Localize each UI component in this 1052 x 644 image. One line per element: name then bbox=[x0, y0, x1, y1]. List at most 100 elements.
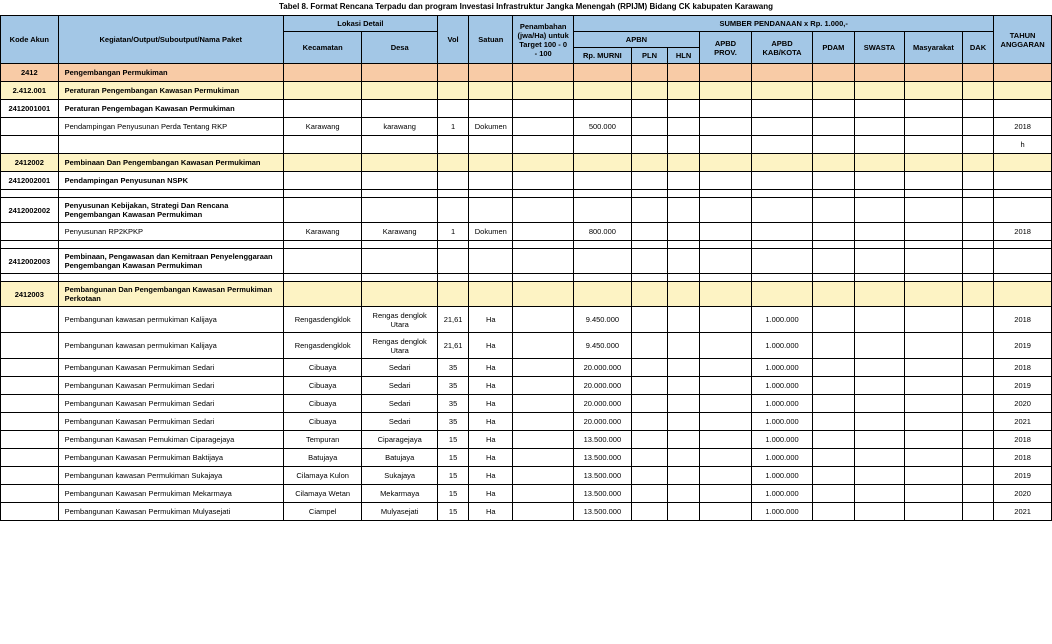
cell-pln bbox=[631, 307, 668, 333]
cell-hln bbox=[668, 223, 699, 241]
cell-vol bbox=[437, 282, 468, 307]
cell-pen bbox=[513, 154, 574, 172]
cell-pdam bbox=[812, 241, 854, 249]
cell-kec: Batujaya bbox=[283, 449, 362, 467]
cell-masy bbox=[905, 136, 963, 154]
cell-kode: 2412 bbox=[1, 64, 59, 82]
cell-pen bbox=[513, 136, 574, 154]
cell-kec bbox=[283, 154, 362, 172]
cell-murni: 13.500.000 bbox=[574, 431, 632, 449]
table-row: 2412003Pembangunan Dan Pengembangan Kawa… bbox=[1, 282, 1052, 307]
cell-prov bbox=[699, 467, 751, 485]
cell-kab bbox=[752, 198, 813, 223]
cell-hln bbox=[668, 249, 699, 274]
cell-murni: 800.000 bbox=[574, 223, 632, 241]
cell-kode bbox=[1, 307, 59, 333]
cell-pln bbox=[631, 198, 668, 223]
cell-pen bbox=[513, 395, 574, 413]
cell-masy bbox=[905, 274, 963, 282]
cell-hln bbox=[668, 282, 699, 307]
hdr-sumber: SUMBER PENDANAAN x Rp. 1.000,- bbox=[574, 16, 994, 32]
cell-tahun: 2020 bbox=[994, 485, 1052, 503]
cell-pen bbox=[513, 249, 574, 274]
cell-dak bbox=[962, 377, 994, 395]
cell-masy bbox=[905, 333, 963, 359]
table-row: Pendampingan Penyusunan Perda Tentang RK… bbox=[1, 118, 1052, 136]
cell-tahun bbox=[994, 249, 1052, 274]
cell-dak bbox=[962, 154, 994, 172]
cell-swa bbox=[854, 118, 904, 136]
cell-vol: 1 bbox=[437, 118, 468, 136]
cell-kec: Karawang bbox=[283, 223, 362, 241]
cell-hln bbox=[668, 485, 699, 503]
cell-pdam bbox=[812, 64, 854, 82]
cell-murni: 20.000.000 bbox=[574, 377, 632, 395]
cell-dak bbox=[962, 249, 994, 274]
cell-sat: Ha bbox=[469, 413, 513, 431]
cell-murni bbox=[574, 241, 632, 249]
cell-pdam bbox=[812, 223, 854, 241]
cell-sat bbox=[469, 154, 513, 172]
cell-vol: 15 bbox=[437, 467, 468, 485]
cell-tahun: 2019 bbox=[994, 377, 1052, 395]
table-row: 2.412.001Peraturan Pengembangan Kawasan … bbox=[1, 82, 1052, 100]
cell-sat: Ha bbox=[469, 503, 513, 521]
cell-pln bbox=[631, 333, 668, 359]
cell-pen bbox=[513, 467, 574, 485]
cell-desa bbox=[362, 100, 437, 118]
table-row: 2412001001Peraturan Pengembagan Kawasan … bbox=[1, 100, 1052, 118]
cell-kode: 2412002 bbox=[1, 154, 59, 172]
cell-pln bbox=[631, 190, 668, 198]
cell-prov bbox=[699, 64, 751, 82]
cell-pen bbox=[513, 241, 574, 249]
cell-desa bbox=[362, 172, 437, 190]
cell-kab bbox=[752, 172, 813, 190]
cell-dak bbox=[962, 136, 994, 154]
cell-kab bbox=[752, 100, 813, 118]
table-row: Pembangunan Kawasan Permukiman SedariCib… bbox=[1, 377, 1052, 395]
cell-murni bbox=[574, 198, 632, 223]
table-row: 2412002002Penyusunan Kebijakan, Strategi… bbox=[1, 198, 1052, 223]
cell-prov bbox=[699, 503, 751, 521]
cell-tahun bbox=[994, 198, 1052, 223]
cell-kab: 1.000.000 bbox=[752, 333, 813, 359]
cell-pln bbox=[631, 64, 668, 82]
cell-kec: Cilamaya Wetan bbox=[283, 485, 362, 503]
cell-kec: Tempuran bbox=[283, 431, 362, 449]
cell-vol: 15 bbox=[437, 449, 468, 467]
cell-tahun: 2020 bbox=[994, 395, 1052, 413]
cell-murni bbox=[574, 136, 632, 154]
cell-prov bbox=[699, 118, 751, 136]
cell-prov bbox=[699, 413, 751, 431]
cell-tahun bbox=[994, 154, 1052, 172]
cell-kode: 2.412.001 bbox=[1, 82, 59, 100]
cell-pdam bbox=[812, 100, 854, 118]
cell-pen bbox=[513, 100, 574, 118]
cell-sat: Ha bbox=[469, 467, 513, 485]
cell-vol bbox=[437, 172, 468, 190]
cell-hln bbox=[668, 274, 699, 282]
cell-sat: Ha bbox=[469, 307, 513, 333]
cell-pen bbox=[513, 118, 574, 136]
table-row: Pembangunan Kawasan Pemukiman Ciparageja… bbox=[1, 431, 1052, 449]
cell-prov bbox=[699, 172, 751, 190]
hdr-swasta: SWASTA bbox=[854, 32, 904, 64]
cell-masy bbox=[905, 154, 963, 172]
cell-sat bbox=[469, 82, 513, 100]
table-row: 2412002001Pendampingan Penyusunan NSPK bbox=[1, 172, 1052, 190]
cell-swa bbox=[854, 64, 904, 82]
cell-pln bbox=[631, 82, 668, 100]
cell-kode bbox=[1, 503, 59, 521]
cell-masy bbox=[905, 359, 963, 377]
cell-vol bbox=[437, 249, 468, 274]
cell-tahun bbox=[994, 282, 1052, 307]
cell-tahun: 2018 bbox=[994, 449, 1052, 467]
cell-kegiatan: Pembangunan Kawasan Permukiman Mekarmaya bbox=[58, 485, 283, 503]
cell-kegiatan: Pendampingan Penyusunan NSPK bbox=[58, 172, 283, 190]
cell-pdam bbox=[812, 172, 854, 190]
cell-pln bbox=[631, 223, 668, 241]
cell-prov bbox=[699, 282, 751, 307]
cell-tahun: 2018 bbox=[994, 118, 1052, 136]
cell-kode bbox=[1, 223, 59, 241]
cell-kec bbox=[283, 249, 362, 274]
